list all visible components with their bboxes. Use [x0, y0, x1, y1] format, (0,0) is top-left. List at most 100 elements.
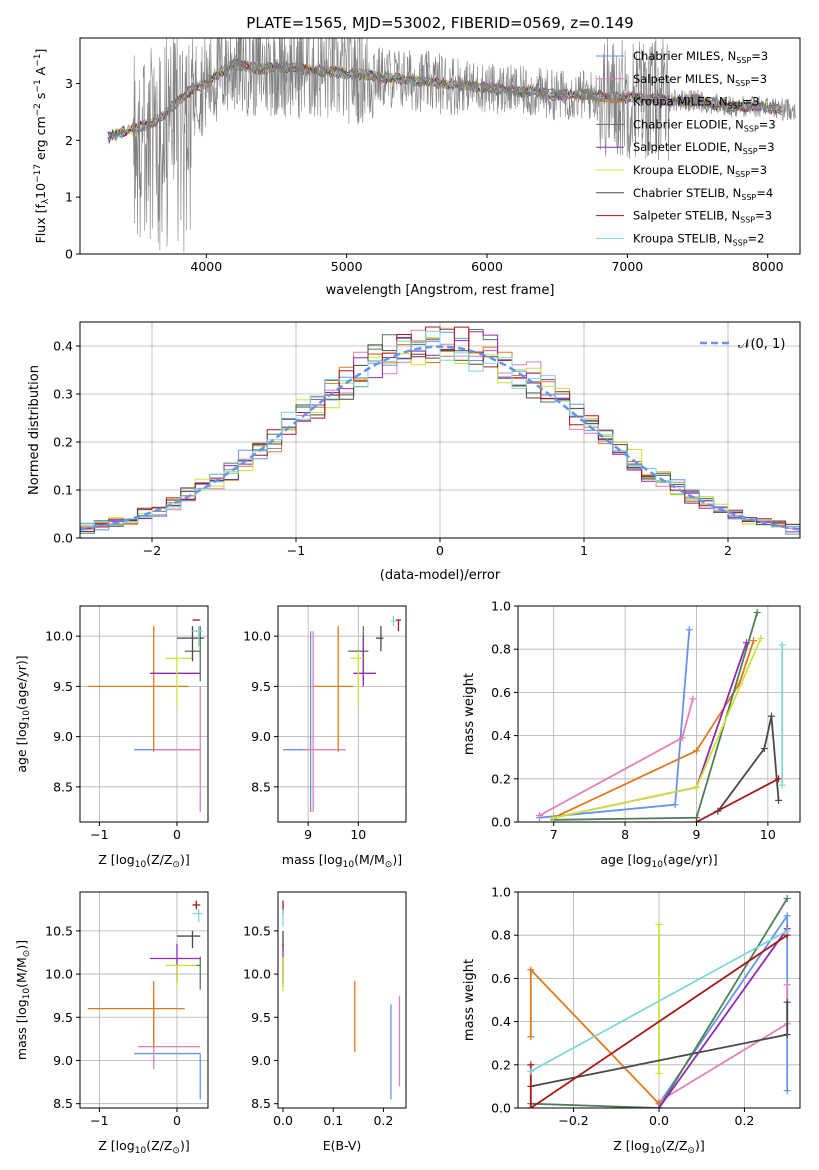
- label-part: −17: [33, 164, 43, 183]
- y-tick-label: 1: [65, 190, 73, 205]
- mass-weight-vs-metallicity-panel: −0.2 0.0 0.2 0.0 0.2 0.4 0.6 0.8 1.0 Z [log10(Z/Z…: [462, 885, 801, 1156]
- plot-area: [282, 900, 401, 1100]
- x-tick-label: 6000: [471, 259, 503, 274]
- plot-area: [87, 619, 205, 812]
- x-tick-label: −1: [90, 827, 108, 842]
- y-tick-label: 9.5: [53, 1010, 73, 1025]
- label-part: age [log: [600, 852, 651, 867]
- legend-text: Kroupa MILES, N: [633, 95, 728, 109]
- label-part: ⊙: [22, 950, 32, 958]
- plot-background: [278, 606, 406, 822]
- y-tick-label: 0.4: [491, 728, 511, 743]
- y-tick-label: 9.0: [53, 729, 73, 744]
- y-tick-label: 3: [65, 76, 73, 91]
- plot-area: [87, 900, 203, 1100]
- y-tick-label: 1.0: [491, 599, 511, 614]
- legend-subscript: SSP: [741, 193, 756, 202]
- y-tick-label: 10.5: [243, 923, 271, 938]
- legend-suffix: =3: [751, 49, 768, 63]
- y-tick-label: 0.2: [491, 1057, 511, 1072]
- y-axis-label: Flux [fλ10−17 erg cm−2 s−1 A−1]: [33, 49, 51, 244]
- x-tick-label: 1: [580, 543, 588, 558]
- y-tick-label: 0.0: [491, 1101, 511, 1116]
- x-tick-label: 8: [621, 827, 629, 842]
- y-tick-label: 8.5: [251, 1096, 271, 1111]
- x-axis-label: Z [log10(Z/Z⊙)]: [613, 1138, 704, 1156]
- plot-area: [107, 38, 796, 253]
- y-tick-label: 10.0: [243, 967, 271, 982]
- label-part: 10: [135, 860, 147, 870]
- y-tick-label: 0.6: [491, 685, 511, 700]
- y-tick-label: 10.5: [45, 923, 73, 938]
- label-part: λ: [41, 198, 51, 204]
- y-tick-label: 9.0: [251, 1053, 271, 1068]
- y-tick-label: 0.0: [53, 531, 73, 546]
- label-part: (Z/Z: [146, 852, 172, 867]
- legend-text: Kroupa ELODIE, N: [633, 163, 735, 177]
- label-part: ⊙: [172, 1146, 180, 1156]
- gaussian-curve: [80, 345, 800, 531]
- y-tick-label: 1.0: [491, 885, 511, 900]
- legend-entry: Kroupa ELODIE, NSSP=3: [633, 163, 767, 179]
- legend-subscript: SSP: [743, 147, 758, 156]
- legend-entry: Salpeter ELODIE, NSSP=3: [633, 140, 775, 156]
- y-axis-label: mass [log10(M/M⊙)]: [14, 940, 32, 1060]
- label-part: 10: [650, 1146, 662, 1156]
- label-part: ⊙: [385, 860, 393, 870]
- legend-text: Kroupa STELIB, N: [633, 231, 733, 245]
- legend-suffix: =3: [750, 72, 767, 86]
- plot-area: [527, 894, 791, 1108]
- legend-subscript: SSP: [735, 170, 750, 179]
- axes-frame: [79, 605, 209, 823]
- legend-text: Chabrier MILES, N: [633, 49, 736, 63]
- legend-text: Chabrier ELODIE, N: [633, 117, 744, 131]
- figure-title: PLATE=1565, MJD=53002, FIBERID=0569, z=0…: [246, 14, 633, 32]
- x-tick-label: 9: [304, 827, 312, 842]
- x-tick-label: 0.1: [323, 1113, 343, 1128]
- y-tick-label: 0.4: [491, 1014, 511, 1029]
- series-line: [696, 778, 780, 822]
- x-tick-label: 2: [724, 543, 732, 558]
- x-tick-label: 10: [350, 827, 366, 842]
- y-axis-label: Normed distribution: [27, 365, 42, 495]
- label-part: )]: [392, 852, 402, 867]
- x-tick-label: −2: [143, 543, 161, 558]
- y-tick-label: 0.4: [53, 339, 73, 354]
- legend-entry: Kroupa MILES, NSSP=3: [633, 95, 759, 111]
- label-part: Z [log: [98, 852, 134, 867]
- y-tick-label: 0.8: [491, 928, 511, 943]
- legend-suffix: =3: [759, 117, 776, 131]
- y-axis-label: mass weight: [462, 959, 477, 1041]
- x-tick-label: 10: [760, 827, 776, 842]
- label-part: −1: [33, 54, 43, 67]
- label-part: 10: [135, 1146, 147, 1156]
- x-tick-label: −1: [90, 1113, 108, 1128]
- label-part: 10: [33, 183, 48, 199]
- spectrum-panel: 4000 5000 6000 7000 8000 0 1 2 3 wavelength [Angs…: [33, 37, 801, 298]
- label-part: 10: [22, 710, 32, 722]
- label-part: s: [33, 93, 48, 104]
- label-part: A: [33, 66, 48, 79]
- y-tick-label: 8.5: [53, 1096, 73, 1111]
- y-tick-label: 0.6: [491, 971, 511, 986]
- x-tick-label: −1: [287, 543, 305, 558]
- y-tick-label: 0.2: [53, 435, 73, 450]
- plot-background: [80, 892, 208, 1108]
- x-tick-label: 0: [436, 543, 444, 558]
- legend-subscript: SSP: [740, 216, 755, 225]
- x-axis-label: E(B-V): [323, 1138, 362, 1153]
- y-tick-label: 9.5: [53, 679, 73, 694]
- x-tick-label: 9: [693, 827, 701, 842]
- y-tick-label: 9.5: [251, 1010, 271, 1025]
- label-part: 10: [343, 860, 355, 870]
- x-tick-label: 4000: [190, 259, 222, 274]
- y-tick-label: 0.2: [491, 771, 511, 786]
- label-part: mass [log: [282, 852, 343, 867]
- y-tick-label: 9.0: [53, 1053, 73, 1068]
- label-part: (Z/Z: [661, 1138, 687, 1153]
- label-part: 10: [22, 988, 32, 1000]
- plot-area: [283, 616, 401, 812]
- x-tick-label: 0.2: [373, 1113, 393, 1128]
- x-axis-label: wavelength [Angstrom, rest frame]: [326, 283, 555, 298]
